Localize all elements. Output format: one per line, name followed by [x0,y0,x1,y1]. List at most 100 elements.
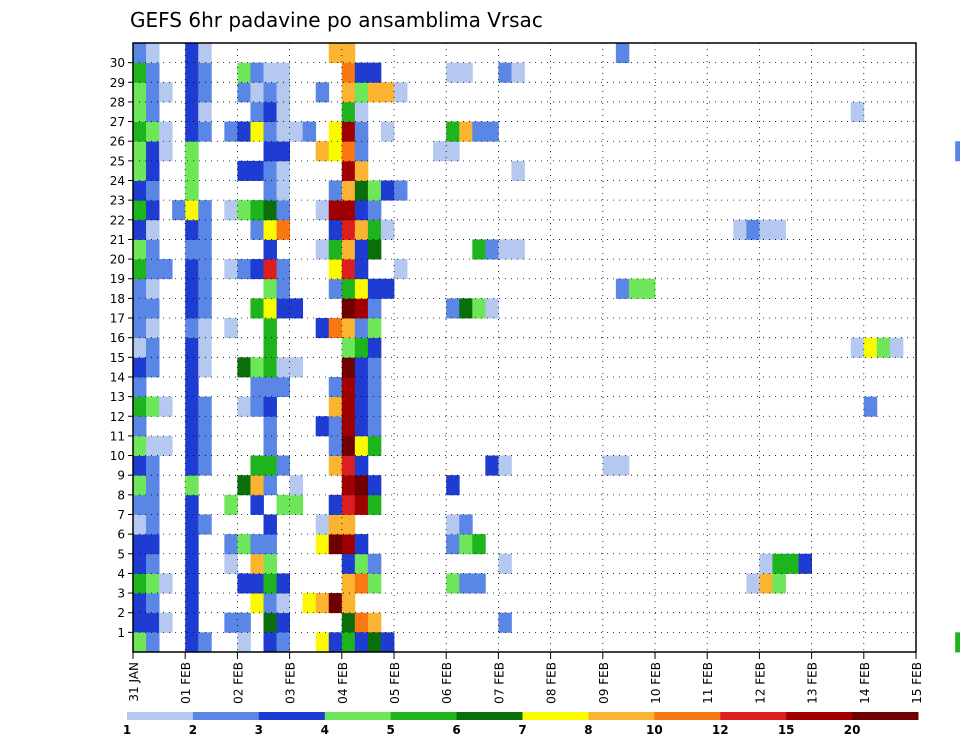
heatmap-cell [341,121,356,142]
heatmap-cell [198,121,212,142]
colorbar-swatch [324,712,392,720]
heatmap-cell [133,259,147,280]
heatmap-cell [276,612,290,633]
heatmap-cell [185,396,199,417]
colorbar-swatch [720,712,787,720]
y-tick-label: 10 [110,449,125,463]
heatmap-cell [263,435,277,456]
heatmap-cell [133,396,147,417]
x-tick-label: 01 FEB [179,662,193,704]
heatmap-cell [133,416,147,437]
heatmap-cell [185,435,199,456]
heatmap-cell [146,121,160,142]
heatmap-cell [159,396,173,417]
x-tick-label: 10 FEB [649,662,663,704]
heatmap-cell [237,632,251,653]
heatmap-cell [276,593,290,614]
heatmap-cell [446,298,460,319]
heatmap-cell [185,318,199,339]
heatmap-cell [341,455,356,476]
heatmap-cell [354,318,369,339]
heatmap-cell [250,62,264,83]
x-tick-label: 11 FEB [701,662,715,704]
heatmap-cell [146,357,160,378]
y-tick-label: 23 [110,194,125,208]
heatmap-cell [276,376,290,398]
heatmap-cell [785,553,799,574]
heatmap-cell [159,612,173,633]
heatmap-cell [263,318,277,339]
heatmap-cell [237,357,251,378]
heatmap-cell [328,534,343,555]
heatmap-cell [263,101,277,122]
heatmap-cell [446,141,460,162]
heatmap-cell [341,593,356,614]
heatmap-cell [185,632,199,653]
heatmap-cell [146,259,160,280]
y-tick-label: 4 [117,567,125,581]
heatmap-cell [302,121,317,142]
heatmap-cell [289,298,304,319]
heatmap-cell [459,534,473,555]
y-tick-label: 26 [110,135,125,149]
heatmap-cell [367,239,382,260]
heatmap-cell [328,43,343,64]
y-tick-label: 21 [110,233,125,247]
heatmap-cell [133,612,147,633]
heatmap-cell [263,357,277,378]
heatmap-cell [237,612,251,633]
heatmap-cell [198,435,212,456]
heatmap-cell [354,416,369,437]
heatmap-cell [341,553,356,574]
heatmap-cell [263,239,277,260]
heatmap-cell [185,278,199,299]
x-tick-label: 13 FEB [806,662,820,704]
heatmap-cell [250,82,264,103]
heatmap-cell [354,239,369,260]
heatmap-cell [302,593,317,614]
heatmap-cell [198,357,212,378]
heatmap-cell [380,82,395,103]
heatmap-cell [472,573,486,594]
heatmap-cell [276,160,290,181]
colorbar-swatch [588,712,655,720]
y-tick-label: 3 [117,587,125,601]
heatmap-cell [224,553,238,574]
colorbar-label: 7 [518,723,526,737]
heatmap-cell [185,101,199,122]
heatmap-cell [354,219,369,240]
heatmap-cell [263,337,277,358]
heatmap-cell [263,219,277,240]
heatmap-cell [772,219,786,240]
heatmap-cell [876,337,891,358]
y-tick-label: 22 [110,213,125,227]
heatmap-cell [263,455,277,476]
heatmap-cell [198,396,212,417]
heatmap-cell [224,121,238,142]
heatmap-cell [224,534,238,555]
heatmap-cell [641,278,656,299]
heatmap-cell [250,396,264,417]
heatmap-cell [250,357,264,378]
colorbar-label: 6 [452,723,460,737]
heatmap-cell [328,239,343,260]
heatmap-cell [850,337,865,358]
heatmap-cell [250,219,264,240]
heatmap-cell [341,298,356,319]
heatmap-cell [133,632,147,653]
heatmap-cell [133,82,147,103]
heatmap-cell [276,180,290,201]
colorbar-label: 15 [778,723,795,737]
heatmap-cell [250,494,264,515]
heatmap-cell [354,553,369,574]
heatmap-cell [341,534,356,555]
x-tick-label: 06 FEB [440,662,454,704]
heatmap-cell [485,121,499,142]
heatmap-cell [354,534,369,555]
heatmap-cell [315,200,330,221]
heatmap-cell [341,357,356,378]
heatmap-cell [446,534,460,555]
heatmap-cell [472,298,486,319]
x-tick-label: 09 FEB [597,662,611,704]
heatmap-cell [263,141,277,162]
